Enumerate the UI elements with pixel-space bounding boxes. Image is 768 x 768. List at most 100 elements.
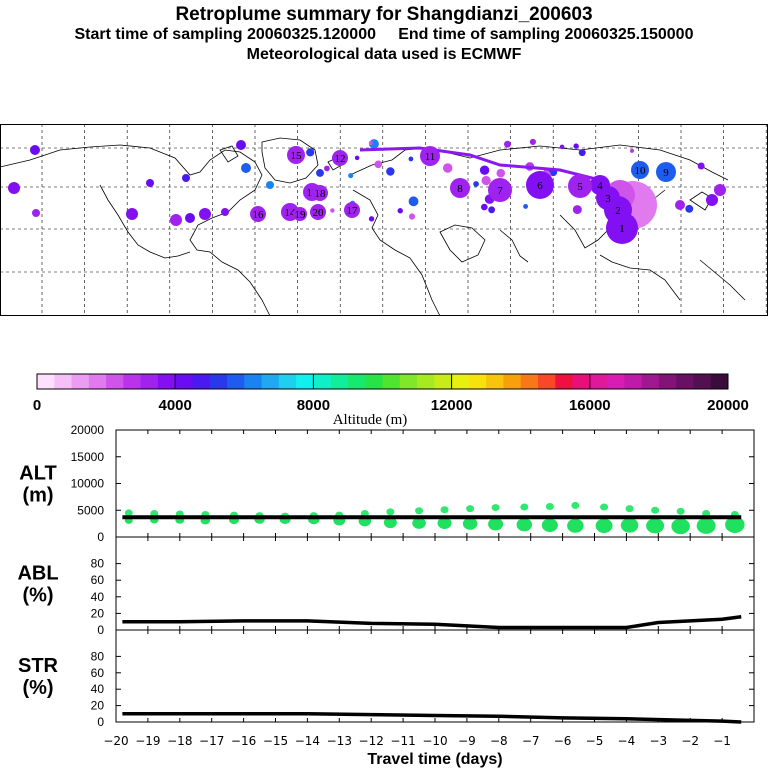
trajectory-marker-small bbox=[185, 213, 195, 223]
altitude-point bbox=[462, 517, 478, 530]
colorbar-swatch bbox=[555, 374, 574, 389]
plume-dot bbox=[480, 203, 488, 211]
colorbar-tick-label: 12000 bbox=[431, 397, 473, 414]
colorbar-swatch bbox=[589, 374, 608, 389]
y-tick-label: 80 bbox=[91, 557, 105, 571]
plume-dot bbox=[324, 165, 330, 172]
plume-dot bbox=[348, 172, 354, 179]
trajectory-marker-small bbox=[241, 163, 251, 173]
plume-dot bbox=[330, 208, 335, 213]
altitude-point bbox=[676, 507, 685, 515]
trajectory-marker-label: 19 bbox=[295, 209, 307, 221]
map-coastline bbox=[439, 224, 486, 263]
trajectory-marker-small bbox=[706, 194, 718, 206]
colorbar-swatch bbox=[451, 374, 470, 389]
map-coastline bbox=[599, 254, 681, 301]
altitude-point bbox=[725, 516, 745, 533]
trajectory-marker-small bbox=[221, 208, 229, 216]
colorbar-swatch bbox=[624, 374, 643, 389]
map-coastline bbox=[499, 229, 529, 263]
trajectory-marker bbox=[332, 150, 348, 166]
altitude-point bbox=[646, 518, 665, 534]
y-tick-label: 20 bbox=[91, 606, 105, 620]
colorbar-swatch bbox=[37, 374, 55, 389]
trajectory-marker bbox=[656, 162, 676, 182]
map-coastline bbox=[352, 189, 441, 317]
trajectory-marker-small bbox=[182, 174, 190, 182]
colorbar-swatch bbox=[641, 374, 660, 389]
colorbar-tick-label: 20000 bbox=[707, 397, 749, 414]
x-tick-label: −17 bbox=[199, 734, 224, 748]
plume-dot bbox=[386, 167, 395, 176]
y-tick-label: 0 bbox=[97, 530, 104, 544]
colorbar-tick-label: 0 bbox=[33, 397, 41, 414]
trajectory-marker-small bbox=[199, 208, 211, 220]
chart-title: Retroplume summary for Shangdianzi_20060… bbox=[175, 4, 593, 25]
trajectory-marker-small bbox=[714, 184, 726, 196]
trajectory-marker-label: 18 bbox=[315, 188, 327, 200]
plume-dot bbox=[685, 204, 694, 213]
trajectory-marker-small bbox=[675, 200, 685, 210]
altitude-point bbox=[386, 508, 395, 516]
trajectory-marker bbox=[568, 174, 592, 198]
trajectory-marker-label: 4 bbox=[597, 180, 603, 192]
colorbar-swatch bbox=[486, 374, 504, 389]
x-tick-label: −9 bbox=[458, 734, 476, 748]
trajectory-marker bbox=[631, 161, 649, 179]
colorbar-swatch bbox=[123, 374, 142, 389]
trajectory-marker bbox=[344, 202, 360, 218]
plume-dot bbox=[368, 140, 373, 146]
map-coastline bbox=[261, 137, 319, 184]
plume-dot bbox=[408, 213, 416, 220]
altitude-point bbox=[571, 501, 580, 509]
plume-dot bbox=[479, 165, 490, 175]
plume-dot bbox=[354, 155, 360, 161]
altitude-point bbox=[671, 518, 690, 535]
colorbar-swatch bbox=[313, 374, 332, 389]
x-tick-label: −2 bbox=[681, 734, 699, 748]
colorbar-swatch bbox=[468, 374, 487, 389]
panel-ylabel: ABL bbox=[17, 563, 58, 585]
altitude-point bbox=[415, 507, 424, 515]
altitude-point bbox=[124, 509, 133, 517]
trajectory-marker-label: 15 bbox=[291, 150, 303, 162]
trajectory-marker-label: 3 bbox=[605, 193, 611, 205]
y-tick-label: 40 bbox=[91, 682, 105, 696]
altitude-point bbox=[625, 505, 634, 513]
colorbar-swatch bbox=[417, 374, 435, 389]
colorbar-swatch bbox=[434, 374, 453, 389]
colorbar-tick-label: 8000 bbox=[297, 397, 330, 414]
trajectory-marker-label: 5 bbox=[577, 181, 583, 193]
panel-ylabel: ALT bbox=[19, 463, 56, 485]
plume-dot bbox=[397, 208, 403, 214]
altitude-point bbox=[412, 517, 426, 529]
y-tick-label: 20000 bbox=[71, 423, 105, 437]
trajectory-marker bbox=[287, 146, 305, 164]
altitude-point bbox=[437, 517, 452, 530]
colorbar-swatch bbox=[71, 374, 90, 389]
trajectory-marker-small bbox=[146, 179, 154, 187]
trajectory-marker bbox=[312, 185, 328, 201]
trajectory-marker bbox=[420, 146, 440, 166]
x-tick-label: −3 bbox=[649, 734, 667, 748]
met-data-note: Meteorological data used is ECMWF bbox=[246, 46, 522, 63]
colorbar-swatch bbox=[140, 374, 159, 389]
x-tick-label: −11 bbox=[390, 734, 415, 748]
panel-ylabel: STR bbox=[18, 655, 59, 677]
plume-dot bbox=[504, 140, 511, 148]
map-coastline bbox=[99, 184, 191, 259]
y-tick-label: 60 bbox=[91, 666, 105, 680]
x-tick-label: −1 bbox=[713, 734, 731, 748]
colorbar-swatch bbox=[710, 374, 729, 389]
trajectory-marker-label: 14 bbox=[285, 207, 297, 219]
plume-dot bbox=[488, 206, 496, 214]
trajectory-marker-small bbox=[236, 140, 246, 150]
altitude-point bbox=[520, 503, 529, 511]
map-coastline bbox=[219, 145, 239, 163]
trajectory-marker bbox=[450, 178, 470, 198]
x-tick-label: −15 bbox=[263, 734, 288, 748]
altitude-point bbox=[383, 517, 397, 529]
colorbar-tick-label: 16000 bbox=[569, 397, 611, 414]
y-tick-label: 15000 bbox=[71, 450, 105, 464]
colorbar-frame bbox=[36, 373, 729, 390]
